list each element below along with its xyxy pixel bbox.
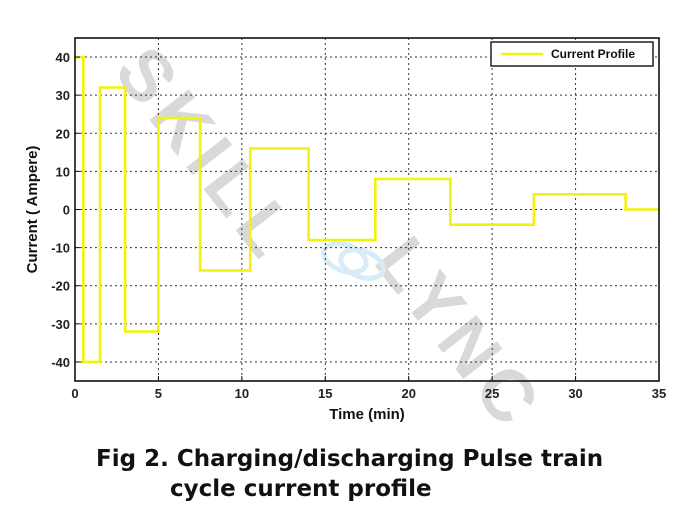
x-axis-title: Time (min)	[329, 406, 405, 423]
svg-text:SKILL: SKILL	[99, 33, 315, 278]
series-line-current-profile	[75, 55, 659, 364]
y-tick-label: -20	[51, 279, 70, 294]
y-tick-label: 30	[56, 88, 70, 103]
y-tick-label: -40	[51, 355, 70, 370]
figure-caption-line-1: Fig 2. Charging/discharging Pulse train	[96, 446, 604, 472]
legend-label: Current Profile	[551, 47, 635, 61]
y-tick-label: -10	[51, 241, 70, 256]
x-tick-label: 20	[401, 386, 415, 401]
x-tick-label: 25	[485, 386, 499, 401]
y-tick-label: 20	[56, 126, 70, 141]
x-tick-label: 35	[652, 386, 666, 401]
watermark-logo: SKILL LYNC	[99, 33, 558, 440]
x-tick-label: 15	[318, 386, 332, 401]
x-tick-label: 5	[155, 386, 162, 401]
y-tick-label: -30	[51, 317, 70, 332]
y-tick-label: 40	[56, 50, 70, 65]
y-axis-title: Current ( Ampere)	[24, 146, 41, 274]
x-tick-label: 10	[235, 386, 249, 401]
chart: SKILL LYNC 0 5 10 15 20 25 30 35 -40 -30 -20 -10 0 10…	[24, 33, 666, 440]
tick-layer: 0 5 10 15 20 25 30 35 -40 -30 -20 -10 0 10 20 30 40	[51, 50, 666, 401]
series-layer	[75, 55, 659, 364]
x-tick-label: 30	[568, 386, 582, 401]
legend: Current Profile	[490, 41, 654, 67]
figure-caption-line-2: cycle current profile	[170, 476, 432, 502]
y-tick-label: 10	[56, 164, 70, 179]
y-tick-label: 0	[63, 203, 70, 218]
x-tick-label: 0	[71, 386, 78, 401]
